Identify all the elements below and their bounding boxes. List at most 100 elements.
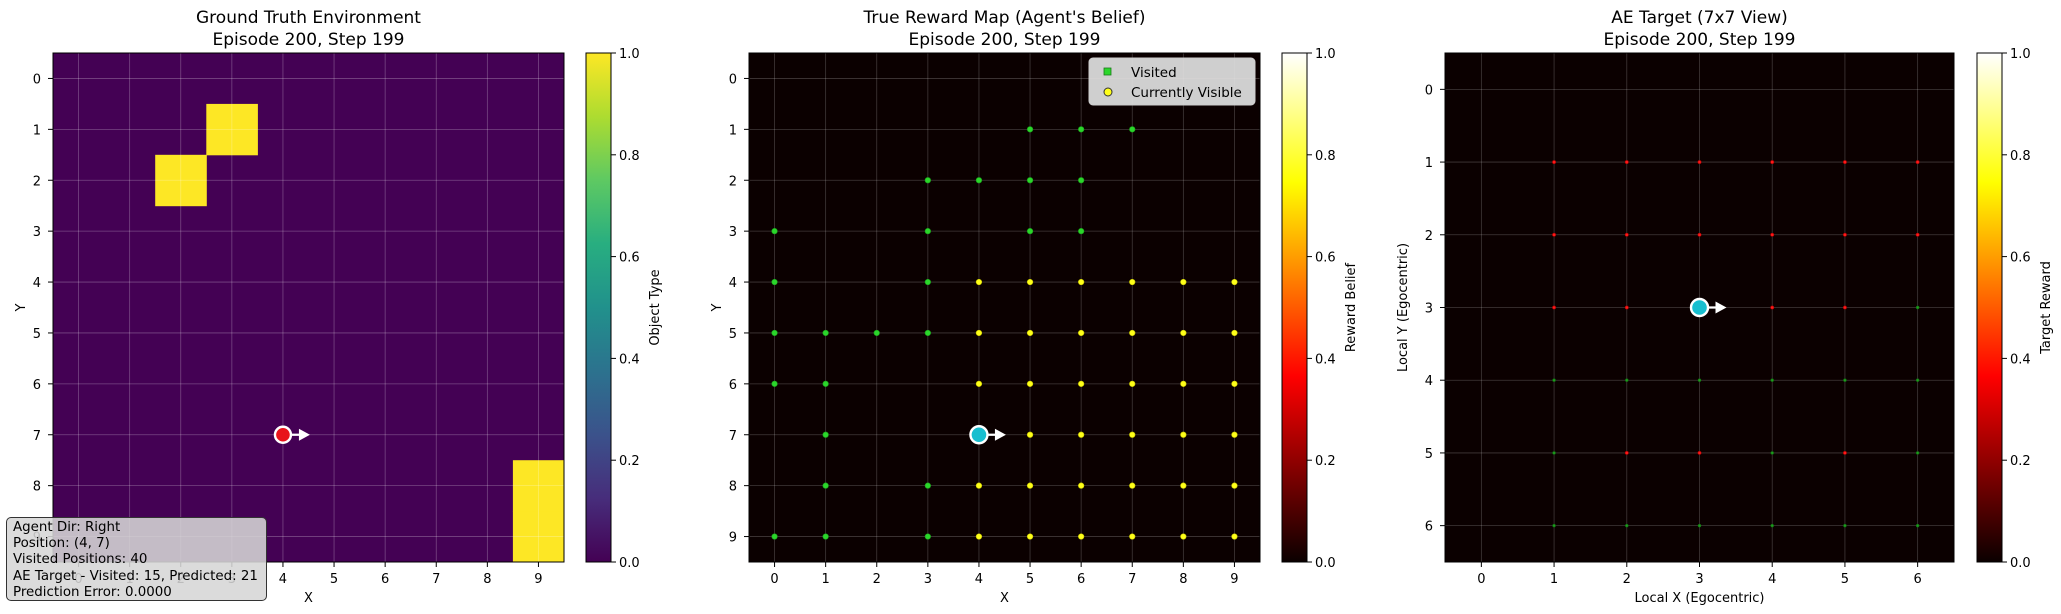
- target-point-green: [1552, 523, 1556, 528]
- info-visited: Visited Positions: 40: [13, 552, 148, 568]
- target-point-red: [1770, 305, 1775, 310]
- target-point-green: [1915, 378, 1920, 382]
- y-tick-label: 6: [33, 378, 41, 393]
- visible-point: [1180, 533, 1187, 540]
- chart-subtitle: Episode 200, Step 199: [909, 30, 1101, 50]
- legend-label-visible: Currently Visible: [1131, 85, 1242, 101]
- panel-ae-target: 0 1 2 3 4 5 6 0 1 2 3 4 5 6 AE Target (7x7 View)Episod…: [1396, 8, 2054, 606]
- target-point-green: [1697, 523, 1702, 528]
- x-tick-label: 5: [1841, 572, 1849, 587]
- heatmap-cell: [206, 103, 258, 156]
- visible-point: [1180, 431, 1187, 438]
- visited-point: [771, 278, 778, 286]
- target-point-red: [1624, 305, 1629, 310]
- chart-title: Ground Truth Environment: [196, 8, 421, 28]
- colorbar-tick-label: 0.8: [1315, 149, 1336, 164]
- legend-label-visited: Visited: [1131, 65, 1177, 81]
- y-tick-label: 3: [33, 225, 41, 240]
- visible-point: [1078, 380, 1085, 387]
- y-tick-label: 8: [33, 480, 41, 495]
- colorbar-tick-label: 0.6: [1315, 251, 1336, 266]
- target-point-green: [1915, 451, 1920, 455]
- y-tick-label: 7: [729, 429, 737, 444]
- visited-point: [1078, 126, 1085, 133]
- agent-marker: [969, 425, 989, 445]
- colorbar-tick-label: 0.4: [619, 352, 640, 367]
- visible-point: [1180, 278, 1187, 286]
- target-point-green: [1843, 378, 1847, 382]
- visible-point: [1129, 380, 1136, 387]
- colorbar: [1976, 52, 2003, 563]
- info-agent-dir: Agent Dir: Right: [13, 520, 121, 535]
- visited-point: [924, 533, 931, 540]
- visible-point: [975, 533, 983, 540]
- visited-point: [822, 380, 829, 387]
- target-point-red: [1915, 232, 1920, 237]
- y-tick-label: 2: [729, 174, 737, 189]
- heatmap-cell: [512, 460, 565, 512]
- colorbar: [1281, 52, 1308, 563]
- visible-point: [1231, 482, 1238, 489]
- x-tick-label: 7: [1128, 572, 1136, 587]
- visited-point: [771, 329, 778, 337]
- y-tick-label: 6: [1425, 520, 1433, 535]
- y-tick-label: 2: [33, 174, 41, 189]
- heatmap-cell: [512, 511, 565, 563]
- colorbar-label: Target Reward: [2039, 261, 2054, 355]
- visible-point: [975, 380, 983, 387]
- colorbar-tick-label: 0.6: [619, 251, 640, 266]
- y-tick-label: 8: [729, 480, 737, 495]
- x-tick-label: 6: [381, 572, 389, 587]
- x-tick-label: 6: [1914, 572, 1922, 587]
- visited-point: [771, 533, 778, 540]
- visible-point: [1078, 431, 1085, 438]
- visible-point: [1129, 482, 1136, 489]
- visible-point: [1180, 482, 1187, 489]
- panel-reward-map: 0 1 2 3 4 5 6 7 8 9 0 1 2 3 4 5 6 7 8 9 True Reward Map (Age…: [710, 8, 1359, 606]
- visible-point: [1180, 329, 1187, 337]
- target-point-green: [1915, 305, 1920, 310]
- visible-point: [1026, 278, 1034, 286]
- visible-point: [1026, 482, 1034, 489]
- target-point-green: [1697, 378, 1702, 382]
- x-axis-label: X: [304, 591, 313, 606]
- colorbar-tick-label: 0.2: [2010, 454, 2031, 469]
- chart-subtitle: Episode 200, Step 199: [213, 30, 405, 50]
- info-error: Prediction Error: 0.0000: [13, 584, 172, 600]
- colorbar-tick-label: 0.2: [1315, 454, 1336, 469]
- visible-point: [975, 278, 983, 286]
- info-box: Agent Dir: Right Position: (4, 7) Visite…: [6, 517, 267, 601]
- x-tick-label: 6: [1077, 572, 1085, 587]
- x-tick-label: 2: [1623, 572, 1631, 587]
- y-axis-label: Y: [14, 303, 29, 312]
- x-tick-label: 4: [975, 572, 983, 587]
- visited-point: [924, 177, 931, 184]
- target-point-red: [1843, 305, 1847, 310]
- target-point-green: [1770, 523, 1774, 528]
- y-tick-label: 6: [729, 378, 737, 393]
- visible-point: [1026, 533, 1034, 540]
- x-tick-label: 8: [1179, 572, 1187, 587]
- target-point-red: [1915, 160, 1920, 164]
- x-tick-label: 4: [1768, 572, 1776, 587]
- x-tick-label: 9: [534, 572, 542, 587]
- visited-point: [924, 278, 931, 286]
- y-tick-label: 1: [1425, 156, 1433, 171]
- target-point-red: [1843, 160, 1847, 164]
- target-point-red: [1552, 160, 1556, 164]
- colorbar-label: Object Type: [648, 269, 663, 345]
- target-point-red: [1697, 451, 1702, 455]
- target-point-green: [1843, 523, 1847, 528]
- y-tick-label: 5: [33, 327, 41, 342]
- x-tick-label: 7: [432, 572, 440, 587]
- visited-point: [924, 329, 931, 337]
- visible-point: [1231, 533, 1238, 540]
- visited-point: [924, 482, 931, 489]
- colorbar-tick-label: 1.0: [619, 47, 640, 62]
- heatmap-cell: [155, 154, 207, 207]
- y-tick-label: 7: [33, 429, 41, 444]
- agent-marker: [273, 425, 293, 444]
- x-tick-label: 3: [924, 572, 932, 587]
- y-tick-label: 5: [1425, 447, 1433, 462]
- target-point-green: [1915, 523, 1920, 528]
